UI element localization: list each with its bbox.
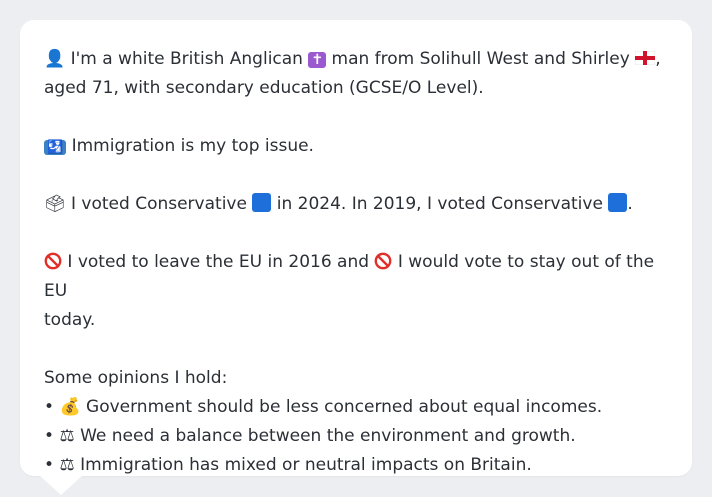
england-flag-icon [634, 50, 656, 68]
profile-line: 👤 I'm a white British Anglican ✝ man fro… [44, 45, 668, 103]
eu-text-c: today. [44, 310, 96, 330]
persona-message-bubble: 👤 I'm a white British Anglican ✝ man fro… [20, 20, 692, 476]
prohibited-icon [44, 252, 62, 271]
opinion-text: Immigration has mixed or neutral impacts… [80, 455, 532, 475]
vote-text-b: in 2024. In 2019, I voted Conservative [276, 194, 603, 214]
bullet: • [44, 397, 55, 417]
profile-intro-a: I'm a white British Anglican [70, 49, 303, 69]
list-item: • ⚖ We need a balance between the enviro… [44, 422, 668, 451]
top-issue-line: 🛂 Immigration is my top issue. [44, 132, 668, 161]
bullet: • [44, 426, 55, 446]
passport-control-icon: 🛂 [44, 140, 67, 155]
vote-text-c: . [627, 194, 633, 214]
eu-text-a: I voted to leave the EU in 2016 and [67, 252, 370, 272]
profile-intro-d: aged 71, with secondary education (GCSE/… [44, 78, 484, 98]
money-bag-icon: 💰 [59, 397, 81, 417]
conservative-blue-square-icon [252, 193, 272, 212]
eu-text-b: I would vote to stay out of the EU [44, 252, 655, 301]
balance-scale-icon: ⚖ [59, 426, 75, 446]
top-issue-text: Immigration is my top issue. [71, 136, 314, 156]
profile-intro-b: man from Solihull West and Shirley [331, 49, 630, 69]
conservative-blue-square-icon [608, 193, 628, 212]
vote-text-a: I voted Conservative [71, 194, 247, 214]
opinion-text: Government should be less concerned abou… [86, 397, 603, 417]
profile-intro-c: , [655, 49, 661, 69]
opinions-heading: Some opinions I hold: [44, 368, 228, 388]
bullet: • [44, 455, 55, 475]
opinion-text: We need a balance between the environmen… [80, 426, 576, 446]
eu-line: I voted to leave the EU in 2016 and I wo… [44, 248, 668, 335]
prohibited-icon [374, 252, 392, 271]
list-item: • 💰 Government should be less concerned … [44, 393, 668, 422]
ballot-box-icon: 🗳 [44, 194, 66, 214]
opinions-list: • 💰 Government should be less concerned … [44, 393, 668, 480]
latin-cross-icon: ✝ [308, 52, 327, 68]
bust-in-silhouette-icon: 👤 [44, 49, 66, 69]
bubble-tail [40, 476, 82, 495]
vote-line: 🗳 I voted Conservative in 2024. In 2019,… [44, 190, 668, 219]
list-item: • ⚖ Immigration has mixed or neutral imp… [44, 451, 668, 480]
balance-scale-icon: ⚖ [59, 455, 75, 475]
